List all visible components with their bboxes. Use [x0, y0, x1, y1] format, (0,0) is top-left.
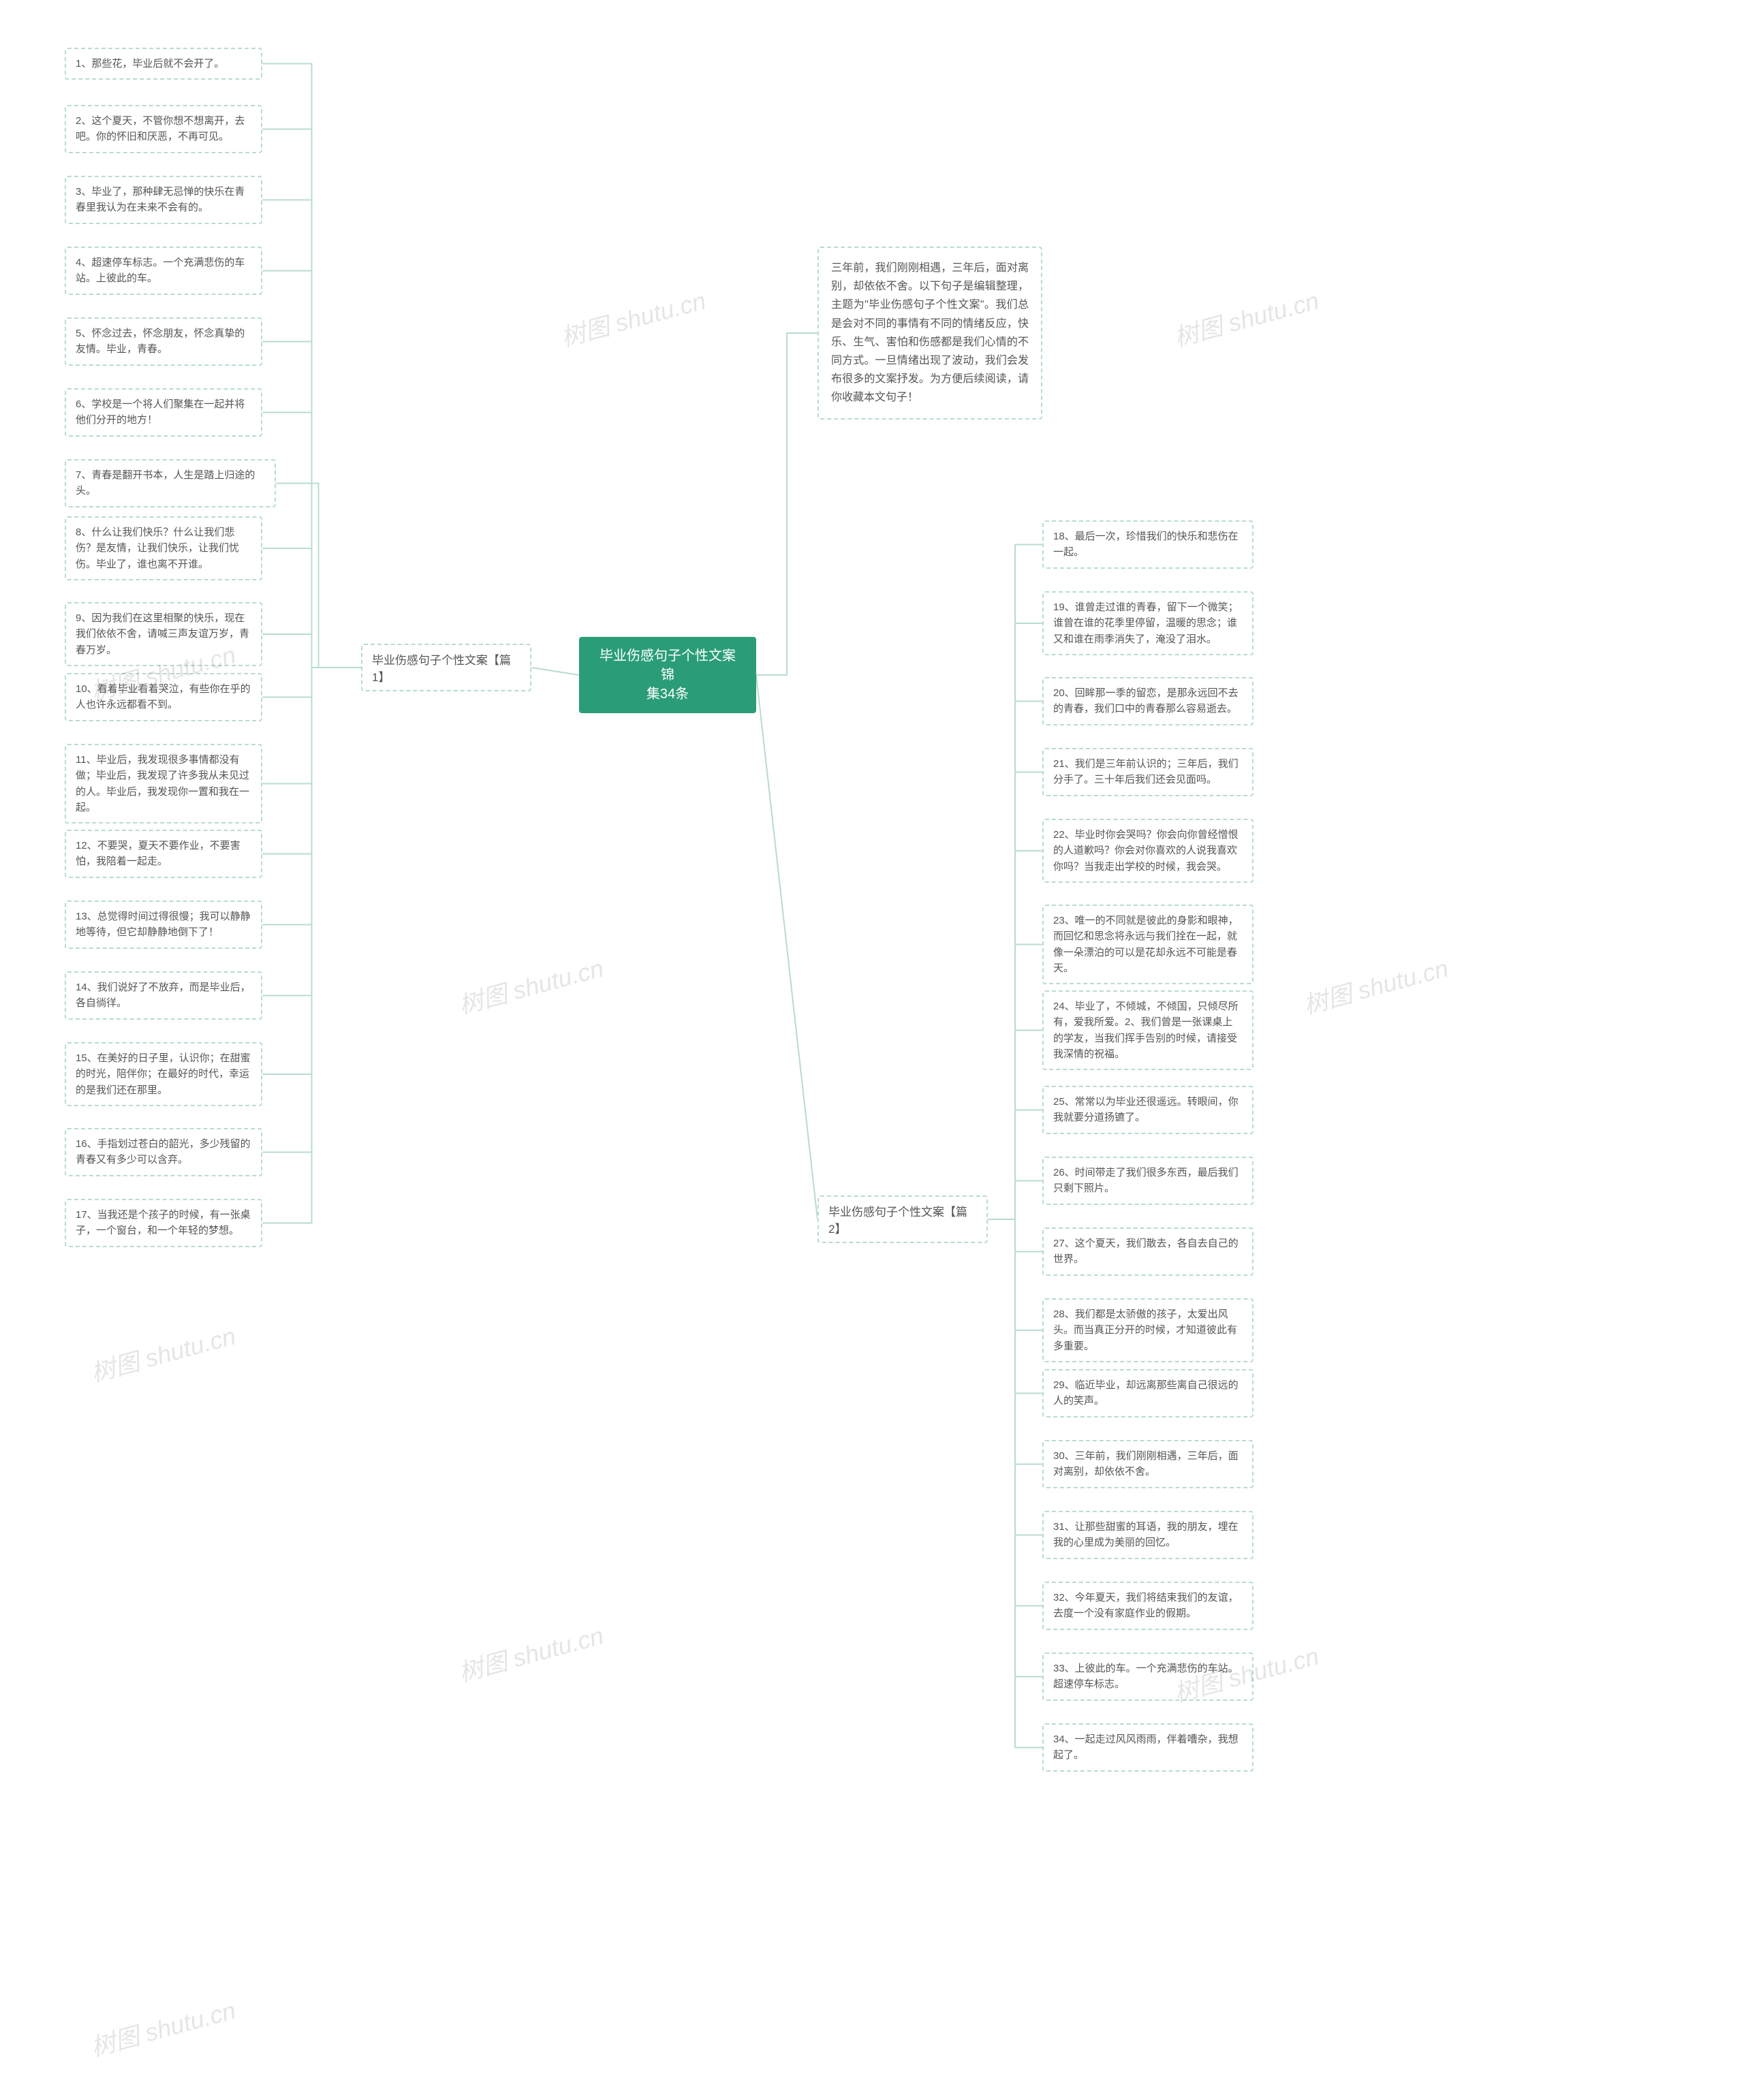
left-leaf-12: 12、不要哭，夏天不要作业，不要害怕，我陪着一起走。 — [65, 830, 262, 878]
intro-text: 三年前，我们刚刚相遇，三年后，面对离别，却依依不舍。以下句子是编辑整理，主题为"… — [831, 262, 1029, 403]
watermark-7: 树图 shutu.cn — [1299, 949, 1452, 1022]
right-leaf-2: 19、谁曾走过谁的青春，留下一个微笑；谁曾在谁的花季里停留，温暖的思念；谁又和谁… — [1042, 591, 1254, 655]
left-leaf-4: 4、超速停车标志。一个充满悲伤的车站。上彼此的车。 — [65, 247, 262, 295]
branch-right-text: 毕业伤感句子个性文案【篇2】 — [828, 1206, 967, 1236]
branch-left-text: 毕业伤感句子个性文案【篇1】 — [372, 654, 511, 684]
watermark-4: 树图 shutu.cn — [454, 949, 607, 1022]
right-leaf-7: 24、毕业了，不倾城，不倾国，只倾尽所有，爱我所爱。2、我们曾是一张课桌上的学友… — [1042, 990, 1254, 1070]
right-leaf-13: 30、三年前，我们刚刚相遇，三年后，面对离别，却依依不舍。 — [1042, 1440, 1254, 1488]
left-leaf-8: 8、什么让我们快乐？什么让我们悲伤？是友情，让我们快乐，让我们忧伤。毕业了，谁也… — [65, 516, 262, 580]
left-leaf-9: 9、因为我们在这里相聚的快乐，现在我们依依不舍，请喊三声友谊万岁，青春万岁。 — [65, 602, 262, 666]
right-leaf-5: 22、毕业时你会哭吗？你会向你曾经憎恨的人道歉吗？你会对你喜欢的人说我喜欢你吗？… — [1042, 819, 1254, 883]
left-leaf-16: 16、手指划过苍白的韶光，多少残留的青春又有多少可以含弃。 — [65, 1128, 262, 1176]
left-leaf-10: 10、看着毕业看着哭泣，有些你在乎的人也许永远都看不到。 — [65, 673, 262, 721]
right-leaf-12: 29、临近毕业，却远离那些离自己很远的人的笑声。 — [1042, 1369, 1254, 1417]
watermark-2: 树图 shutu.cn — [87, 1991, 239, 2064]
mindmap-canvas: 毕业伤感句子个性文案锦 集34条 毕业伤感句子个性文案【篇1】 毕业伤感句子个性… — [0, 0, 1744, 2100]
left-leaf-6: 6、学校是一个将人们聚集在一起并将他们分开的地方！ — [65, 388, 262, 437]
left-leaf-13: 13、总觉得时间过得很慢；我可以静静地等待，但它却静静地倒下了！ — [65, 900, 262, 949]
center-node: 毕业伤感句子个性文案锦 集34条 — [579, 637, 756, 713]
right-leaf-14: 31、让那些甜蜜的耳语，我的朋友，埋在我的心里成为美丽的回忆。 — [1042, 1511, 1254, 1559]
right-leaf-15: 32、今年夏天，我们将结束我们的友谊，去度一个没有家庭作业的假期。 — [1042, 1582, 1254, 1630]
right-leaf-3: 20、回眸那一季的留恋，是那永远回不去的青春，我们口中的青春那么容易逝去。 — [1042, 677, 1254, 725]
right-leaf-10: 27、这个夏天，我们散去，各自去自己的世界。 — [1042, 1227, 1254, 1276]
watermark-5: 树图 shutu.cn — [454, 1616, 607, 1689]
watermark-1: 树图 shutu.cn — [87, 1317, 239, 1390]
intro-node: 三年前，我们刚刚相遇，三年后，面对离别，却依依不舍。以下句子是编辑整理，主题为"… — [818, 247, 1042, 420]
branch-right-label: 毕业伤感句子个性文案【篇2】 — [818, 1195, 988, 1243]
right-leaf-1: 18、最后一次，珍惜我们的快乐和悲伤在一起。 — [1042, 520, 1254, 569]
right-leaf-17: 34、一起走过风风雨雨，伴着嘈杂，我想起了。 — [1042, 1723, 1254, 1772]
left-leaf-2: 2、这个夏天，不管你想不想离开，去吧。你的怀旧和厌恶，不再可见。 — [65, 105, 262, 153]
right-leaf-4: 21、我们是三年前认识的；三年后，我们分手了。三十年后我们还会见面吗。 — [1042, 748, 1254, 796]
left-leaf-1: 1、那些花，毕业后就不会开了。 — [65, 48, 262, 80]
center-title-line1: 毕业伤感句子个性文案锦 — [600, 648, 736, 683]
left-leaf-15: 15、在美好的日子里，认识你；在甜蜜的时光，陪伴你；在最好的时代，幸运的是我们还… — [65, 1042, 262, 1106]
left-leaf-5: 5、怀念过去，怀念朋友，怀念真挚的友情。毕业，青春。 — [65, 317, 262, 366]
right-leaf-9: 26、时间带走了我们很多东西，最后我们只剩下照片。 — [1042, 1157, 1254, 1205]
right-leaf-16: 33、上彼此的车。一个充满悲伤的车站。超速停车标志。 — [1042, 1652, 1254, 1701]
right-leaf-11: 28、我们都是太骄傲的孩子，太爱出风头。而当真正分开的时候，才知道彼此有多重要。 — [1042, 1298, 1254, 1362]
left-leaf-11: 11、毕业后，我发现很多事情都没有做；毕业后，我发现了许多我从未见过的人。毕业后… — [65, 744, 262, 824]
watermark-3: 树图 shutu.cn — [557, 281, 709, 354]
left-leaf-17: 17、当我还是个孩子的时候，有一张桌子，一个窗台，和一个年轻的梦想。 — [65, 1199, 262, 1247]
right-leaf-6: 23、唯一的不同就是彼此的身影和眼神，而回忆和思念将永远与我们拴在一起，就像一朵… — [1042, 905, 1254, 984]
branch-left-label: 毕业伤感句子个性文案【篇1】 — [361, 644, 531, 691]
watermark-6: 树图 shutu.cn — [1170, 281, 1322, 354]
left-leaf-14: 14、我们说好了不放弃，而是毕业后，各自徜徉。 — [65, 971, 262, 1020]
center-title-line2: 集34条 — [647, 687, 689, 702]
left-leaf-7: 7、青春是翻开书本，人生是踏上归途的头。 — [65, 459, 276, 507]
left-leaf-3: 3、毕业了，那种肆无忌惮的快乐在青春里我认为在未来不会有的。 — [65, 176, 262, 224]
right-leaf-8: 25、常常以为毕业还很遥远。转眼间，你我就要分道扬镳了。 — [1042, 1086, 1254, 1134]
